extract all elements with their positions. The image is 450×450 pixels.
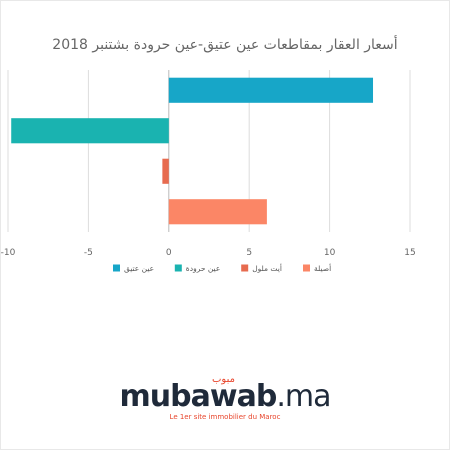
mubawab-logo: مبوب mubawab.ma Le 1er site immobilier d… <box>0 374 450 421</box>
logo-tagline: Le 1er site immobilier du Maroc <box>169 413 281 421</box>
logo-arabic: مبوب <box>212 374 235 385</box>
x-tick-label: -10 <box>1 248 16 258</box>
legend-swatch-0 <box>113 264 120 272</box>
logo-wordmark: mubawab.ma <box>0 382 450 412</box>
legend-label-0: عين عتيق <box>124 264 154 273</box>
bar-series-1 <box>11 118 169 144</box>
x-tick-label: 15 <box>404 248 415 258</box>
legend-label-2: أيت ملول <box>252 263 282 273</box>
legend-swatch-3 <box>303 264 310 272</box>
x-tick-label: 0 <box>166 248 172 258</box>
chart-title: أسعار العقار بمقاطعات عين عتيق-عين حرودة… <box>52 35 397 53</box>
logo-name: mubawab <box>119 379 278 414</box>
bar-chart: أسعار العقار بمقاطعات عين عتيق-عين حرودة… <box>1 35 416 273</box>
x-axis-ticks: -10 -5 0 5 10 15 <box>1 248 416 258</box>
x-tick-label: 10 <box>324 248 336 258</box>
legend: عين عتيق عين حرودة أيت ملول أصيلة <box>113 263 331 273</box>
bar-series-0 <box>168 77 374 103</box>
bars <box>11 77 374 225</box>
legend-label-3: أصيلة <box>314 263 331 273</box>
legend-label-1: عين حرودة <box>186 264 221 273</box>
x-tick-label: 5 <box>246 248 252 258</box>
bar-series-3 <box>168 199 267 225</box>
bar-series-2 <box>162 158 169 184</box>
x-tick-label: -5 <box>84 248 93 258</box>
legend-swatch-2 <box>241 264 249 272</box>
legend-swatch-1 <box>174 264 182 272</box>
logo-tld: .ma <box>276 379 331 414</box>
